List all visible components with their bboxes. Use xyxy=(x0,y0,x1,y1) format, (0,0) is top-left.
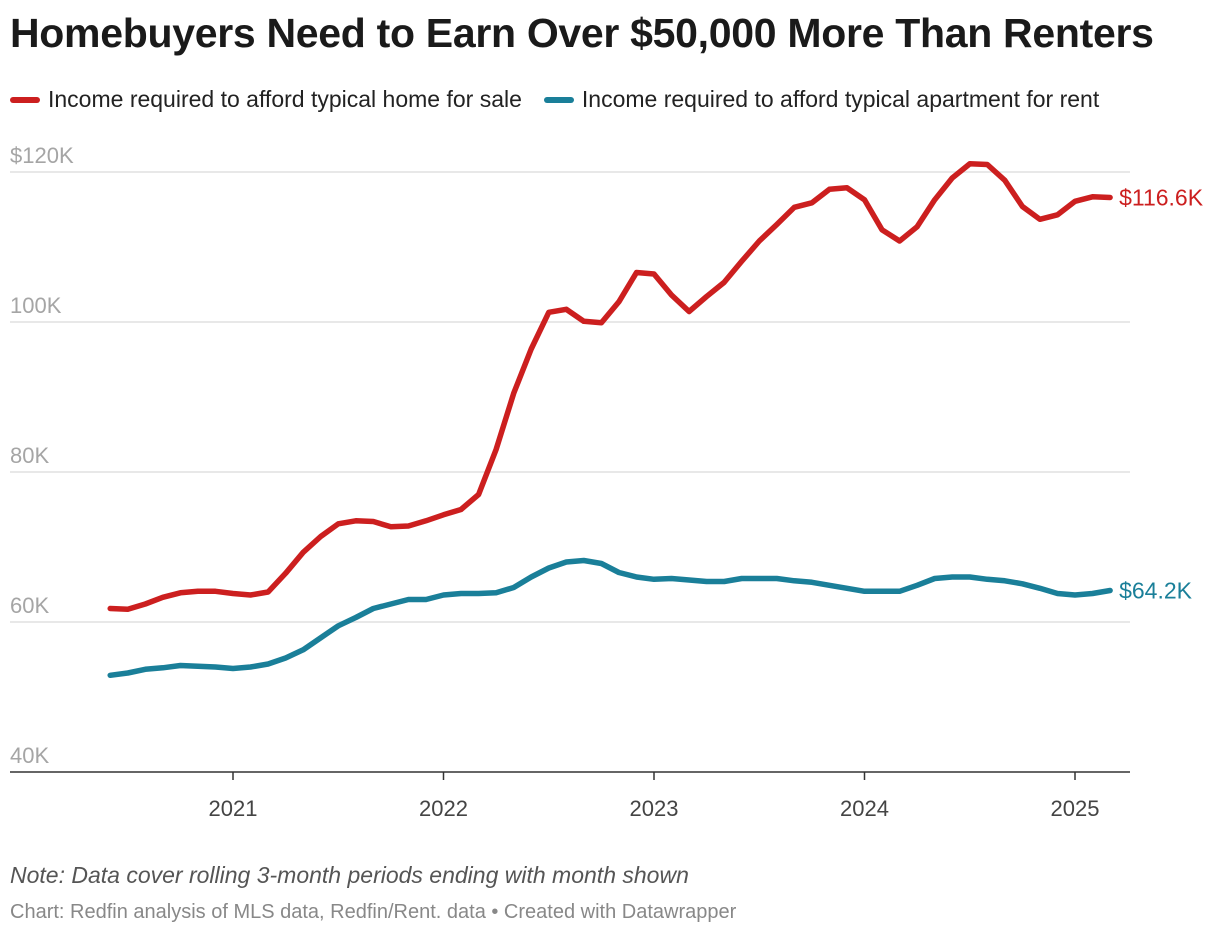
y-tick-label: 60K xyxy=(10,593,49,618)
series-lines xyxy=(107,161,1113,679)
y-tick-label: 80K xyxy=(10,443,49,468)
x-tick-label: 2021 xyxy=(209,796,258,821)
x-tick-label: 2025 xyxy=(1051,796,1100,821)
end-label-home: $116.6K xyxy=(1119,185,1204,211)
y-tick-label: 100K xyxy=(10,293,62,318)
legend-swatch-home xyxy=(10,96,40,103)
y-tick-label: $120K xyxy=(10,143,74,168)
legend: Income required to afford typical home f… xyxy=(10,86,1121,113)
end-label-rent: $64.2K xyxy=(1119,578,1193,604)
series-line-home xyxy=(107,161,1113,613)
x-tick-label: 2022 xyxy=(419,796,468,821)
chart-title: Homebuyers Need to Earn Over $50,000 Mor… xyxy=(10,10,1154,56)
y-tick-label: 40K xyxy=(10,743,49,768)
chart-note: Note: Data cover rolling 3-month periods… xyxy=(10,862,689,888)
chart-source: Chart: Redfin analysis of MLS data, Redf… xyxy=(10,901,737,923)
x-tick-label: 2024 xyxy=(840,796,889,821)
legend-label-rent: Income required to afford typical apartm… xyxy=(581,86,1100,112)
series-line-rent xyxy=(107,557,1113,679)
end-labels: $116.6K $64.2K xyxy=(1119,185,1204,604)
x-axis: 2021 2022 2023 2024 2025 xyxy=(10,771,1130,821)
legend-item-home: Income required to afford typical home f… xyxy=(10,86,522,113)
y-axis-labels: $120K 100K 80K 60K 40K xyxy=(10,143,74,768)
legend-item-rent: Income required to afford typical apartm… xyxy=(543,86,1100,113)
gridlines xyxy=(10,171,1130,623)
legend-swatch-rent xyxy=(543,96,574,103)
x-tick-label: 2023 xyxy=(630,796,679,821)
legend-label-home: Income required to afford typical home f… xyxy=(48,86,522,112)
